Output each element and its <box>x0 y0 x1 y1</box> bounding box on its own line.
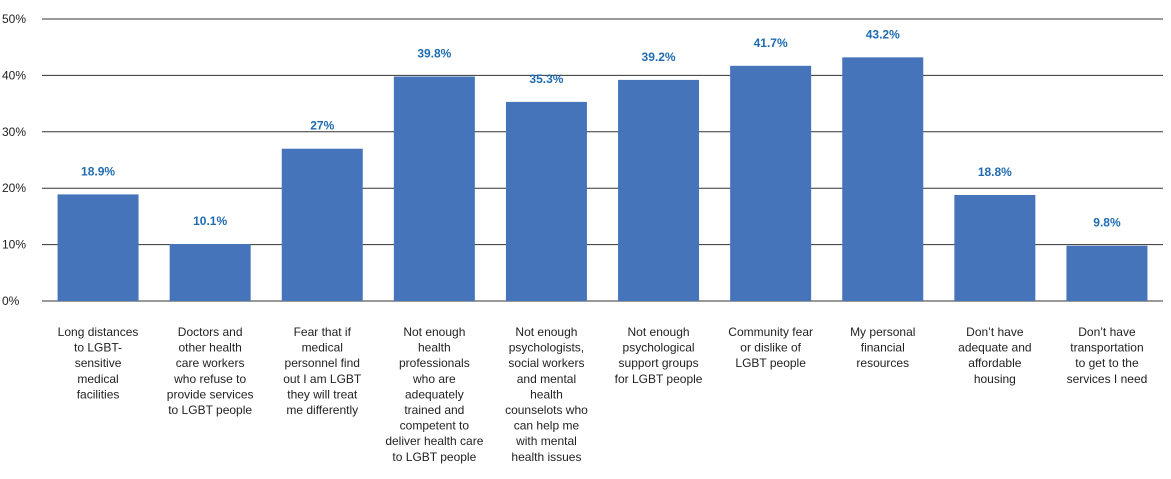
y-tick-label: 30% <box>2 125 26 139</box>
category-label-line: psychologists, <box>509 341 584 355</box>
y-tick-label: 50% <box>2 12 26 26</box>
data-label: 10.1% <box>193 214 227 228</box>
category-label-line: support groups <box>619 356 699 370</box>
category-label-line: deliver health care <box>385 434 483 448</box>
category-label: Not enough health professionals who are adeq… <box>385 325 483 464</box>
category-label-line: competent to <box>400 419 470 433</box>
category-label: Don’t have adequate and affordable housing <box>958 325 1031 386</box>
category-label-line: Not enough <box>628 325 690 339</box>
category-label-line: other health <box>178 341 241 355</box>
category-label-line: Don’t have <box>966 325 1024 339</box>
category-label-line: to get to the <box>1075 356 1139 370</box>
category-label-line: to LGBT people <box>168 403 252 417</box>
data-label: 43.2% <box>866 27 900 41</box>
category-label-line: Doctors and <box>178 325 243 339</box>
category-label-line: health <box>418 341 451 355</box>
category-label: Community fear or dislike of LGBT people <box>728 325 813 370</box>
category-label-line: professionals <box>399 356 470 370</box>
category-label-line: social workers <box>508 356 584 370</box>
y-axis-tick-labels: 0% 10% 20% 30% 40% 50% <box>2 12 26 308</box>
category-label: Long distances to LGBT-sensitive medical fa… <box>58 325 139 401</box>
category-label-line: to LGBT people <box>392 450 476 464</box>
category-label-line: adequately <box>405 387 464 401</box>
category-label-line: with mental <box>515 434 577 448</box>
category-label-line: psychological <box>623 341 695 355</box>
bars <box>57 57 1148 302</box>
category-label-line: for LGBT people <box>615 372 703 386</box>
category-label-line: who refuse to <box>173 372 246 386</box>
data-label: 18.9% <box>81 164 115 178</box>
data-label: 41.7% <box>754 36 788 50</box>
category-label-line: health issues <box>511 450 581 464</box>
category-label-line: Not enough <box>403 325 465 339</box>
category-label-line: health <box>530 387 563 401</box>
data-label: 18.8% <box>978 165 1012 179</box>
data-label: 35.3% <box>529 72 563 86</box>
category-label-line: Not enough <box>515 325 577 339</box>
data-label: 39.8% <box>417 47 451 61</box>
bar <box>618 79 700 301</box>
category-label-line: personnel find <box>285 356 360 370</box>
category-label: My personal financial resources <box>850 325 915 370</box>
category-label: Not enough psychologists, social workers an… <box>505 325 588 464</box>
bar <box>57 194 139 301</box>
category-label-line: financial <box>861 341 905 355</box>
bar <box>730 65 812 301</box>
category-label-line: medical <box>77 372 118 386</box>
bar <box>281 148 363 301</box>
category-label-line: adequate and <box>958 341 1031 355</box>
category-label-line: sensitive <box>75 356 122 370</box>
category-label-line: transportation <box>1070 341 1143 355</box>
y-tick-label: 40% <box>2 68 26 82</box>
category-label-line: trained and <box>404 403 464 417</box>
category-label-line: to LGBT- <box>74 341 122 355</box>
category-label-line: counselots who <box>505 403 588 417</box>
bar <box>169 244 251 301</box>
category-label-line: or dislike of <box>740 341 801 355</box>
category-label-line: and mental <box>517 372 576 386</box>
y-tick-label: 0% <box>2 294 20 308</box>
y-tick-label: 10% <box>2 238 26 252</box>
category-label-line: resources <box>856 356 909 370</box>
category-label-line: My personal <box>850 325 915 339</box>
data-labels: 18.9% 10.1% 27% 39.8% 35.3% 39.2% 41.7% 43.2% 18… <box>81 27 1121 229</box>
data-label: 39.2% <box>642 50 676 64</box>
category-label-line: affordable <box>968 356 1021 370</box>
bar <box>842 57 924 301</box>
category-label-line: facilities <box>77 387 120 401</box>
category-label-line: Fear that if <box>294 325 352 339</box>
category-label-line: they will treat <box>287 387 358 401</box>
category-label-line: can help me <box>514 419 580 433</box>
bar <box>505 101 587 302</box>
category-label: Doctors and other health care workers who r… <box>167 325 254 417</box>
category-label: Fear that if medical personnel find out I a… <box>283 325 362 417</box>
bar <box>1066 245 1148 301</box>
category-label-line: provide services <box>167 387 254 401</box>
category-label-line: services I need <box>1067 372 1148 386</box>
category-label-line: LGBT people <box>735 356 806 370</box>
category-label-line: care workers <box>176 356 245 370</box>
category-labels: Long distances to LGBT-sensitive medical fa… <box>58 325 1148 464</box>
category-label-line: who are <box>412 372 456 386</box>
category-label: Don’t have transportation to get to the ser… <box>1067 325 1148 386</box>
category-label-line: Don’t have <box>1078 325 1136 339</box>
category-label-line: Long distances <box>58 325 139 339</box>
y-tick-label: 20% <box>2 181 26 195</box>
bar <box>393 76 475 301</box>
category-label-line: housing <box>974 372 1016 386</box>
bar <box>954 194 1036 301</box>
category-label-line: medical <box>302 341 343 355</box>
category-label-line: out I am LGBT <box>283 372 362 386</box>
category-label-line: Community fear <box>728 325 813 339</box>
category-label: Not enough psychological support groups for… <box>615 325 703 386</box>
data-label: 27% <box>310 119 334 133</box>
data-label: 9.8% <box>1093 216 1121 230</box>
category-label-line: me differently <box>286 403 358 417</box>
